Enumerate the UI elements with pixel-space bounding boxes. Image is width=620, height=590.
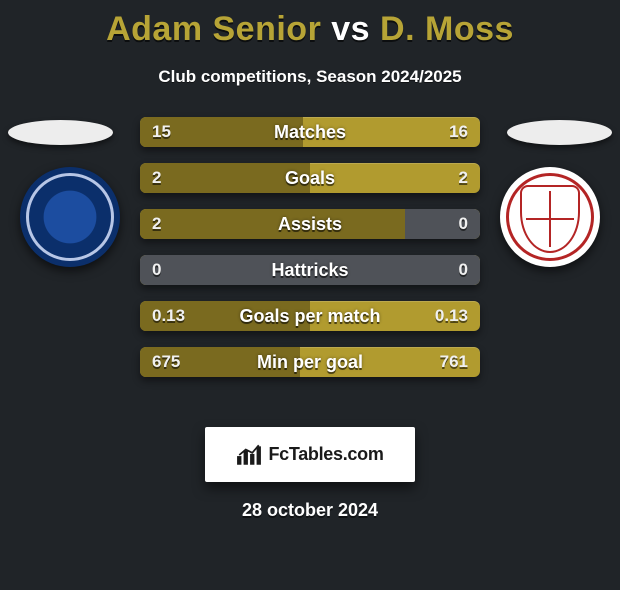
page-subtitle: Club competitions, Season 2024/2025 (0, 67, 620, 87)
source-badge[interactable]: FcTables.com (205, 427, 415, 482)
stat-row: 675761Min per goal (140, 347, 480, 377)
stat-row: 1516Matches (140, 117, 480, 147)
stat-value-right: 16 (449, 117, 468, 147)
bars-icon (236, 444, 262, 466)
bar-fill-left (140, 209, 405, 239)
page-title: Adam Senior vs D. Moss (0, 10, 620, 49)
bar-fill-left (140, 163, 310, 193)
bar-dim-right (310, 255, 480, 285)
snapshot-date: 28 october 2024 (0, 500, 620, 521)
player2-name: D. Moss (380, 10, 514, 48)
stat-value-right: 761 (440, 347, 468, 377)
bar-dim-right (405, 209, 480, 239)
club-badge-left (20, 167, 120, 267)
club-badge-left-ring (26, 173, 114, 261)
stat-row: 0.130.13Goals per match (140, 301, 480, 331)
bar-dim-left (140, 255, 310, 285)
bar-fill-left (140, 347, 300, 377)
bar-fill-left (140, 301, 310, 331)
player2-silhouette (507, 120, 612, 145)
player1-silhouette (8, 120, 113, 145)
stat-row: 20Assists (140, 209, 480, 239)
vs-word: vs (331, 10, 370, 48)
club-badge-right (500, 167, 600, 267)
stat-row: 00Hattricks (140, 255, 480, 285)
bar-fill-left (140, 117, 303, 147)
stat-value-right: 2 (459, 163, 468, 193)
source-label: FcTables.com (268, 444, 383, 465)
comparison-arena: 1516Matches 22Goals 20Assists 00Hattricks 0.… (0, 117, 620, 407)
stat-value-right: 0.13 (435, 301, 468, 331)
stat-bars: 1516Matches 22Goals 20Assists 00Hattricks 0.… (140, 117, 480, 393)
player1-name: Adam Senior (106, 10, 321, 48)
stat-row: 22Goals (140, 163, 480, 193)
